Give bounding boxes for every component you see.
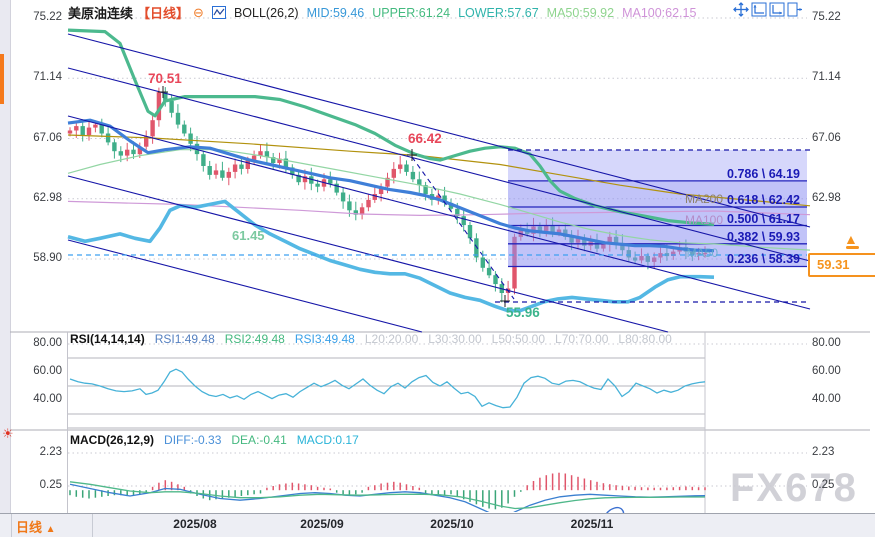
macd-diff-value: DIFF:-0.33 (164, 433, 222, 447)
panel-borders (10, 331, 870, 513)
alert-sun-icon[interactable]: ☀ (2, 426, 14, 441)
time-axis-bar (0, 513, 875, 537)
fib-anchor-crosses (158, 86, 510, 307)
macd-axis-label: 2.23 (39, 446, 62, 458)
fib-label-0618: 0.618 \ 62.42 (727, 193, 800, 207)
symbol-name: 美原油连续 (68, 6, 134, 21)
rsi-l80: L80:80.00 (618, 332, 672, 346)
date-label: 2025/10 (430, 517, 474, 531)
rsi3-value: RSI3:49.48 (294, 332, 355, 346)
y-axis-label: 71.14 (33, 71, 62, 83)
macd-header: MACD(26,12,9) DIFF:-0.33 DEA:-0.41 MACD:… (70, 433, 359, 447)
rsi-axis-label: 80.00 (812, 337, 841, 349)
boll-mid-value: MID:59.46 (306, 5, 365, 20)
rsi-axis-label: 60.00 (33, 365, 62, 377)
boll-upper-value: UPPER:61.24 (372, 5, 451, 20)
footer-divider (92, 514, 93, 537)
rsi-axis-label: 80.00 (33, 337, 62, 349)
rsi-l30: L30:30.00 (428, 332, 482, 346)
zoom-x-axis-icon[interactable] (769, 2, 785, 17)
y-axis-label: 75.22 (812, 11, 841, 23)
rsi-l50: L50:50.00 (491, 332, 546, 346)
rsi-axis-label: 40.00 (33, 393, 62, 405)
ma100-value: MA100:62.15 (622, 5, 697, 20)
ma50-value: MA50:59.92 (546, 5, 615, 20)
rsi-l70: L70:70.00 (555, 332, 609, 346)
footer-divider (11, 514, 12, 537)
boll-low-label: 61.45 (232, 228, 265, 243)
ma200-tag: MA200 (684, 192, 723, 206)
rsi-axis-label: 60.00 (812, 365, 841, 377)
overlay-lines (67, 28, 811, 313)
chart-type-icon[interactable] (211, 6, 226, 19)
swing-high-label: 70.51 (148, 71, 182, 86)
watermark: FX678 (730, 466, 858, 510)
y-axis-label: 71.14 (812, 71, 841, 83)
indicator-name[interactable]: BOLL(26,2) (233, 5, 299, 20)
fib-label-0382: 0.382 \ 59.93 (727, 230, 800, 244)
chart-legend: 美原油连续 【日线】 ⊖ BOLL(26,2) MID:59.46 UPPER:… (68, 3, 696, 22)
macd-axis-label: 0.25 (39, 479, 62, 491)
price-up-arrow-icon: ▲ (844, 231, 858, 247)
fib-label-0236: 0.236 \ 58.39 (727, 252, 800, 266)
ma50-tag: MA50 (686, 246, 718, 260)
rsi-line (69, 368, 706, 409)
period-text: 日线 (16, 520, 43, 535)
rsi1-value: RSI1:49.48 (154, 332, 215, 346)
collapse-icon[interactable]: ⊖ (193, 4, 204, 20)
rsi-l20: L20:20.00 (364, 332, 419, 346)
scroll-indicator[interactable] (0, 54, 4, 104)
period-selector[interactable]: 日线 ▲ (16, 517, 56, 536)
zoom-y-axis-icon[interactable] (751, 2, 767, 17)
y-axis-label: 62.98 (33, 192, 62, 204)
rsi-indicator-name[interactable]: RSI(14,14,14) (70, 332, 145, 346)
macd-indicator-name[interactable]: MACD(26,12,9) (70, 433, 155, 447)
rsi-header: RSI(14,14,14) RSI1:49.48 RSI2:49.48 RSI3… (70, 332, 672, 346)
macd-axis-label: 0.25 (812, 479, 835, 491)
rsi2-value: RSI2:49.48 (224, 332, 285, 346)
date-label: 2025/09 (300, 517, 344, 531)
last-price-badge: 59.31 (808, 253, 875, 277)
macd-macd-value: MACD:0.17 (296, 433, 359, 447)
fib-label-0500: 0.500 \ 61.17 (727, 212, 800, 226)
period-arrow-icon: ▲ (45, 524, 56, 535)
fib-label-0786: 0.786 \ 64.19 (727, 167, 800, 181)
y-axis-label: 67.06 (33, 132, 62, 144)
trend-channel-lines (67, 33, 811, 333)
pan-tool-icon[interactable] (733, 2, 749, 17)
reset-view-icon[interactable] (787, 2, 803, 17)
y-axis-label: 75.22 (33, 11, 62, 23)
y-axis-label: 67.06 (812, 132, 841, 144)
left-scroll-strip[interactable] (0, 0, 11, 513)
period-tag[interactable]: 【日线】 (137, 6, 190, 21)
boll-lower-value: LOWER:57.67 (458, 5, 539, 20)
macd-dea-value: DEA:-0.41 (231, 433, 287, 447)
y-axis-label: 62.98 (812, 192, 841, 204)
fib-low-label: 55.96 (506, 305, 540, 320)
macd-series (69, 472, 706, 512)
y-axis-label: 58.90 (33, 252, 62, 264)
macd-axis-label: 2.23 (812, 446, 835, 458)
ma100-tag: MA100 (684, 213, 723, 227)
fib-high-label: 66.42 (408, 131, 442, 146)
date-label: 2025/08 (173, 517, 217, 531)
rsi-axis-label: 40.00 (812, 393, 841, 405)
date-label: 2025/11 (570, 517, 614, 531)
chart-toolbar (733, 2, 803, 17)
price-arrow-base (846, 246, 859, 249)
